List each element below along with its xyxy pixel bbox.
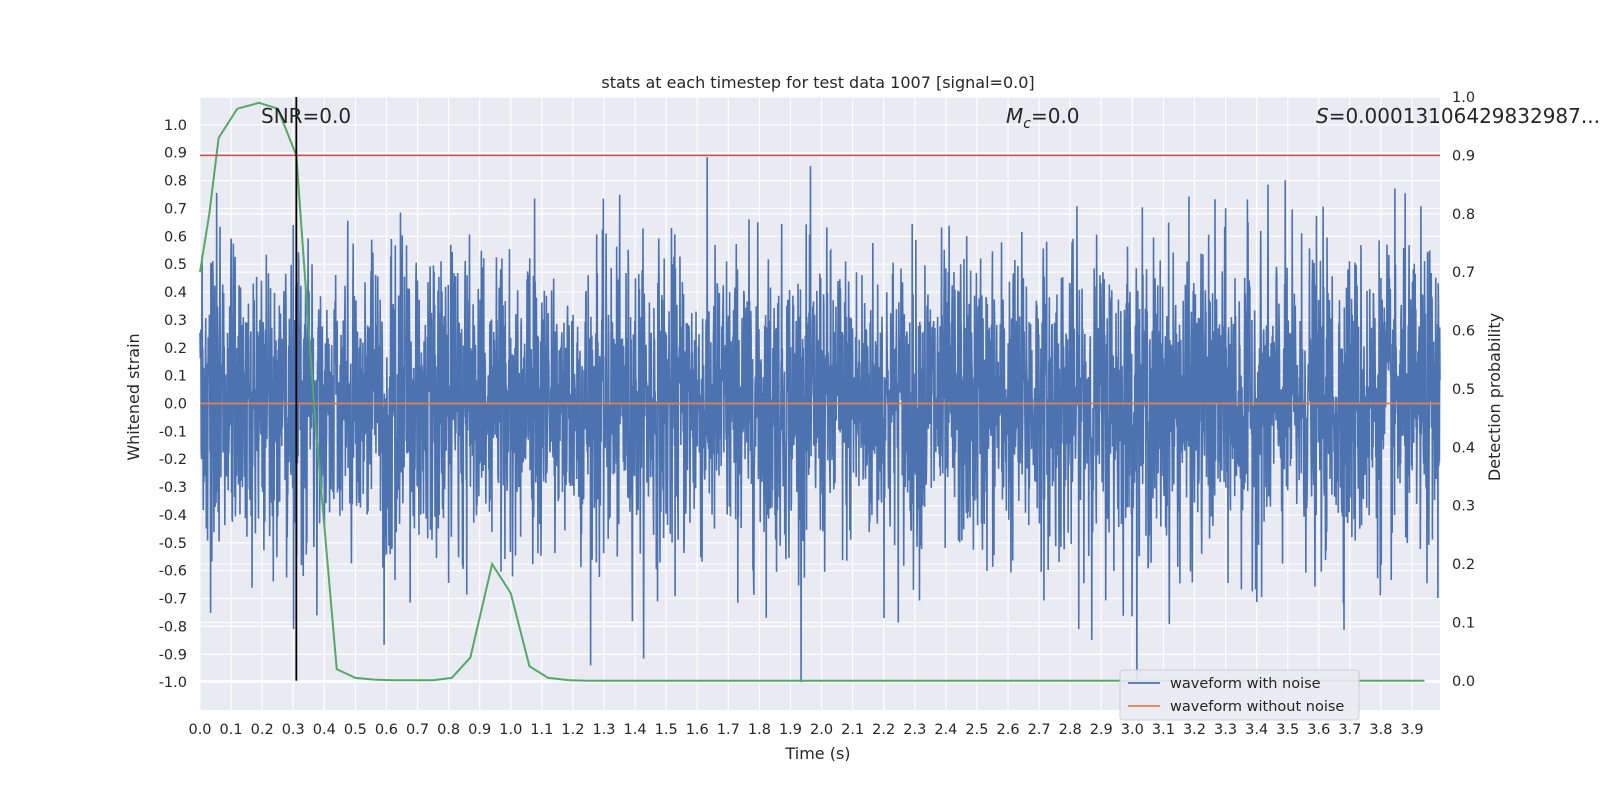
x-tick-label: 1.1 <box>530 722 553 738</box>
y-tick-label: -1.0 <box>159 675 187 691</box>
x-tick-label: 3.4 <box>1245 722 1268 738</box>
legend-box <box>1119 669 1360 721</box>
mc-symbol: M <box>1006 104 1023 128</box>
x-tick-label: 3.9 <box>1400 722 1423 738</box>
detection-probability-series <box>199 101 1425 682</box>
snr-annotation: SNR=0.0 <box>261 104 351 128</box>
s-value: =0.00013106429832987... <box>1329 104 1600 128</box>
legend-label-clean: waveform without noise <box>1170 699 1344 715</box>
y2-axis-label: Detection probability <box>1485 313 1504 481</box>
y-tick-label: 0.6 <box>164 229 187 245</box>
waveform-with-noise-line <box>199 157 1441 683</box>
y-tick-label: -0.4 <box>159 508 187 524</box>
x-tick-label: 1.5 <box>655 722 678 738</box>
y2-tick-label: 0.5 <box>1452 382 1475 398</box>
y2-tick-label: 0.9 <box>1452 148 1475 164</box>
y2-tick-label: 0.0 <box>1452 674 1475 690</box>
x-tick-label: 2.4 <box>934 722 957 738</box>
x-tick-label: 2.5 <box>965 722 988 738</box>
x-tick-label: 0.1 <box>220 722 243 738</box>
x-tick-label: 0.4 <box>313 722 336 738</box>
detection-probability-line <box>199 101 1425 682</box>
y-tick-label: 0.0 <box>164 397 187 413</box>
y2-tick-label: 0.4 <box>1452 440 1475 456</box>
x-tick-label: 1.6 <box>686 722 709 738</box>
y-tick-label: -0.2 <box>159 452 187 468</box>
x-tick-label: 0.8 <box>437 722 460 738</box>
y2-tick-label: 1.0 <box>1452 90 1475 106</box>
y2-tick-label: 0.7 <box>1452 265 1475 281</box>
y-tick-label: 0.5 <box>164 257 187 273</box>
chart-title: stats at each timestep for test data 100… <box>601 73 1034 92</box>
x-tick-label: 1.8 <box>748 722 771 738</box>
y-tick-label: 0.8 <box>164 174 187 190</box>
x-tick-label: 1.7 <box>717 722 740 738</box>
x-tick-label: 0.7 <box>406 722 429 738</box>
mc-value: =0.0 <box>1031 104 1080 128</box>
y-tick-label: 0.3 <box>164 313 187 329</box>
y-tick-label: 0.9 <box>164 146 187 162</box>
s-symbol: S <box>1316 104 1329 128</box>
x-tick-label: 2.9 <box>1090 722 1113 738</box>
y2-tick-label: 0.1 <box>1452 615 1475 631</box>
x-tick-label: 0.5 <box>344 722 367 738</box>
mc-annotation: Mc=0.0 <box>1006 104 1080 132</box>
x-tick-label: 2.2 <box>872 722 895 738</box>
y-tick-label: -0.6 <box>159 564 187 580</box>
y2-tick-label: 0.3 <box>1452 499 1475 515</box>
x-tick-label: 0.6 <box>375 722 398 738</box>
y-tick-label: 1.0 <box>164 118 187 134</box>
x-tick-label: 0.3 <box>282 722 305 738</box>
y-axis-label: Whitened strain <box>124 333 143 460</box>
x-tick-label: 1.9 <box>779 722 802 738</box>
y2-tick-label: 0.2 <box>1452 557 1475 573</box>
x-tick-label: 2.6 <box>996 722 1019 738</box>
x-tick-label: 3.3 <box>1214 722 1237 738</box>
waveform-with-noise-series <box>199 157 1441 683</box>
x-axis-ticks: 0.0 0.1 0.2 0.3 0.4 0.5 0.6 0.7 0.8 0.9 1.0 1.1 1.2 1… <box>188 722 1423 738</box>
y-axis-ticks: 1.0 0.9 0.8 0.7 0.6 0.5 0.4 0.3 0.2 0.1 0.0 -0.1 -0.… <box>159 118 187 691</box>
x-tick-label: 2.8 <box>1059 722 1082 738</box>
x-tick-label: 3.6 <box>1307 722 1330 738</box>
x-tick-label: 3.5 <box>1276 722 1299 738</box>
x-tick-label: 3.7 <box>1338 722 1361 738</box>
x-tick-label: 1.2 <box>561 722 584 738</box>
y-tick-label: -0.3 <box>159 480 187 496</box>
y-tick-label: 0.4 <box>164 285 187 301</box>
y2-axis-ticks: 1.0 0.9 0.8 0.7 0.6 0.5 0.4 0.3 0.2 0.1 0.0 <box>1452 90 1475 690</box>
y-tick-label: -0.5 <box>159 536 187 552</box>
x-tick-label: 0.2 <box>251 722 274 738</box>
x-tick-label: 0.9 <box>468 722 491 738</box>
y-tick-label: 0.7 <box>164 201 187 217</box>
y-tick-label: 0.1 <box>164 369 187 385</box>
x-tick-label: 3.2 <box>1183 722 1206 738</box>
legend: waveform with noise waveform without noi… <box>1119 669 1360 721</box>
x-tick-label: 2.3 <box>903 722 926 738</box>
y-tick-label: -0.8 <box>159 619 187 635</box>
x-tick-label: 3.8 <box>1369 722 1392 738</box>
x-tick-label: 3.1 <box>1152 722 1175 738</box>
x-tick-label: 1.4 <box>624 722 647 738</box>
y-tick-label: -0.1 <box>159 424 187 440</box>
mc-subscript: c <box>1023 116 1031 132</box>
x-tick-label: 2.7 <box>1028 722 1051 738</box>
x-axis-label: Time (s) <box>784 744 850 763</box>
y-tick-label: 0.2 <box>164 341 187 357</box>
x-tick-label: 3.0 <box>1121 722 1144 738</box>
y2-tick-label: 0.8 <box>1452 207 1475 223</box>
x-tick-label: 2.1 <box>841 722 864 738</box>
y-tick-label: -0.7 <box>159 592 187 608</box>
x-tick-label: 2.0 <box>810 722 833 738</box>
x-tick-label: 1.3 <box>592 722 615 738</box>
legend-label-noise: waveform with noise <box>1170 676 1321 692</box>
s-annotation: S=0.00013106429832987... <box>1316 104 1600 128</box>
x-tick-label: 1.0 <box>499 722 522 738</box>
y2-tick-label: 0.6 <box>1452 324 1475 340</box>
x-tick-label: 0.0 <box>188 722 211 738</box>
y-tick-label: -0.9 <box>159 647 187 663</box>
